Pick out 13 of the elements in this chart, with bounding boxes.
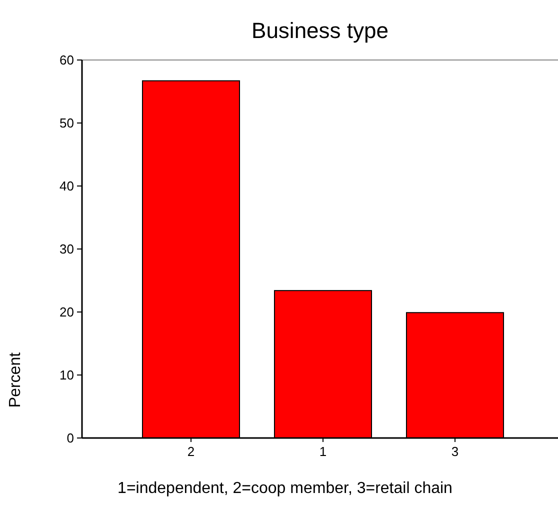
y-tick-label: 20 — [60, 304, 74, 320]
text: 1=independent, 2=coop member, 3=retail chain — [118, 480, 452, 497]
y-tick-label: 50 — [60, 116, 74, 131]
y-axis-title: Percent — [7, 352, 24, 408]
y-tick-label: 40 — [60, 178, 74, 194]
y-tick-label: 60 — [60, 52, 74, 68]
y-tick-label: 0 — [66, 430, 74, 446]
x-tick-label: 3 — [451, 444, 459, 459]
x-tick-label: 1 — [319, 444, 327, 459]
chart-title: Business type — [252, 18, 388, 43]
y-tick-label: 10 — [60, 368, 74, 383]
y-tick-label: 30 — [60, 242, 74, 257]
x-tick-label: 2 — [187, 444, 195, 459]
